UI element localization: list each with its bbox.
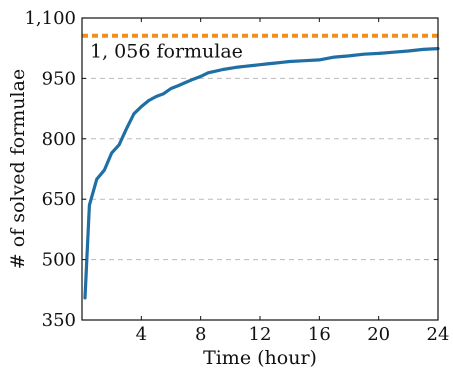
grid-lines [82, 77, 438, 261]
series-line [83, 47, 440, 300]
x-tick-label-1: 8 [195, 324, 206, 345]
x-axis-label: Time (hour) [203, 347, 317, 369]
y-axis-label: # of solved formulae [7, 69, 29, 269]
x-tick-label-5: 24 [427, 324, 450, 345]
y-tick-label-3: 800 [42, 129, 76, 150]
y-tick-label-1: 500 [42, 250, 76, 271]
x-ticks: 4 8 12 16 20 24 [136, 18, 450, 345]
x-tick-label-2: 12 [249, 324, 272, 345]
y-tick-label-4: 950 [42, 68, 76, 89]
y-tick-label-0: 350 [42, 310, 76, 331]
y-tick-label-2: 650 [42, 189, 76, 210]
x-tick-label-0: 4 [136, 324, 147, 345]
reference-line-label: 1, 056 formulae [90, 41, 243, 63]
x-tick-label-3: 16 [308, 324, 331, 345]
y-tick-label-5: 1,100 [24, 8, 76, 29]
x-tick-label-4: 20 [367, 324, 390, 345]
y-ticks: 350 500 650 800 950 1,100 [24, 8, 438, 331]
